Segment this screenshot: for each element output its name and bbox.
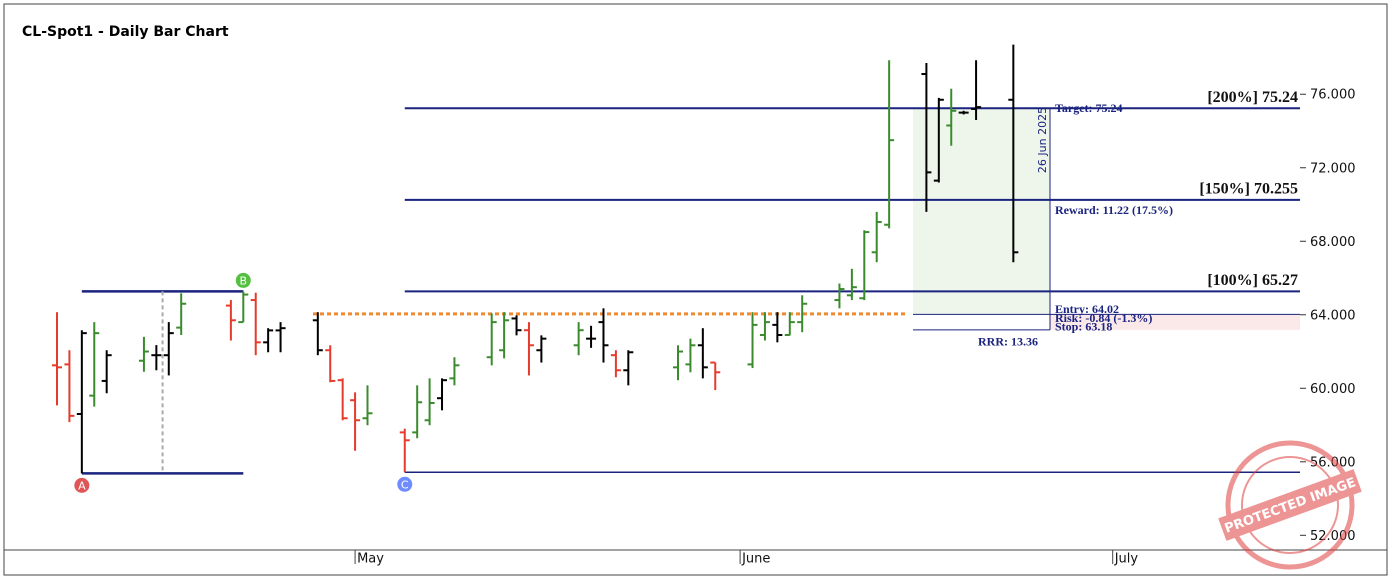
price-bar bbox=[598, 308, 609, 363]
price-bar bbox=[871, 211, 882, 263]
price-bar bbox=[971, 60, 982, 120]
price-bar bbox=[710, 361, 721, 391]
reward-zone bbox=[913, 108, 1050, 315]
price-bar bbox=[89, 322, 100, 407]
price-bar bbox=[946, 88, 957, 146]
price-bar bbox=[958, 110, 969, 115]
pivot-point bbox=[73, 476, 91, 494]
level-label: [150%] 70.255 bbox=[1199, 180, 1298, 197]
price-bar bbox=[623, 350, 634, 386]
y-tick-label: 76.000 bbox=[1310, 88, 1356, 103]
price-bar bbox=[263, 328, 274, 353]
entry-label: Entry: 64.02 bbox=[1055, 302, 1119, 316]
price-bar bbox=[225, 300, 236, 341]
price-bar bbox=[176, 293, 187, 335]
price-bar bbox=[747, 312, 758, 369]
reward-label: Reward: 11.22 (17.5%) bbox=[1055, 203, 1173, 217]
price-bar bbox=[399, 428, 410, 473]
rrr-label: RRR: 13.36 bbox=[978, 335, 1038, 349]
pivot-point bbox=[234, 271, 252, 289]
chart-title: CL-Spot1 - Daily Bar Chart bbox=[22, 24, 229, 40]
price-bar bbox=[437, 378, 448, 411]
risk-label: Risk: -0.84 (-1.3%) bbox=[1055, 311, 1152, 325]
pivot-label: B bbox=[240, 274, 248, 287]
price-bar bbox=[610, 350, 621, 378]
pivot-label: C bbox=[401, 478, 409, 491]
price-bar bbox=[685, 338, 696, 373]
price-bar bbox=[697, 328, 708, 379]
price-bar bbox=[325, 345, 336, 383]
price-bar bbox=[76, 330, 87, 474]
x-tick-label: June bbox=[741, 552, 770, 567]
price-bar bbox=[797, 295, 808, 333]
price-bar bbox=[511, 315, 522, 336]
price-bar bbox=[312, 312, 323, 356]
price-bar bbox=[486, 313, 497, 366]
price-bar bbox=[362, 385, 373, 426]
price-bar bbox=[784, 312, 795, 336]
stamp-band bbox=[1218, 469, 1362, 541]
price-bar bbox=[499, 312, 510, 359]
price-bar bbox=[921, 63, 932, 212]
price-bar bbox=[759, 312, 770, 341]
price-bar bbox=[846, 268, 857, 301]
date-label: 26 Jun 2025 bbox=[1036, 107, 1049, 173]
price-bar bbox=[250, 292, 261, 356]
price-bar bbox=[163, 322, 174, 376]
pivot-label: A bbox=[78, 479, 86, 492]
price-bar bbox=[573, 322, 584, 356]
price-bar bbox=[275, 322, 286, 353]
price-bar bbox=[673, 345, 683, 381]
price-bar bbox=[834, 283, 845, 309]
price-bar bbox=[859, 230, 870, 301]
level-label: [100%] 65.27 bbox=[1207, 272, 1298, 289]
stop-label: Stop: 63.18 bbox=[1055, 320, 1112, 334]
target-label: Target: 75.24 bbox=[1055, 101, 1123, 115]
x-tick-label: May bbox=[357, 552, 384, 567]
price-bar bbox=[138, 336, 149, 372]
price-bar bbox=[1008, 44, 1019, 263]
frame bbox=[3, 3, 1388, 576]
price-bar bbox=[64, 350, 75, 423]
price-bar bbox=[523, 322, 534, 376]
price-bar bbox=[412, 385, 423, 439]
price-bar bbox=[536, 335, 547, 363]
price-bar bbox=[424, 378, 435, 426]
price-bar bbox=[52, 312, 62, 406]
price-bar bbox=[449, 357, 460, 386]
price-bar bbox=[772, 312, 783, 343]
y-tick-label: 60.000 bbox=[1310, 382, 1356, 397]
price-bar bbox=[350, 392, 361, 451]
price-bar bbox=[586, 325, 597, 348]
pivot-point bbox=[396, 475, 414, 493]
price-bar bbox=[933, 97, 944, 183]
y-tick-label: 68.000 bbox=[1310, 235, 1356, 250]
price-bar bbox=[151, 345, 162, 371]
level-label: [200%] 75.24 bbox=[1207, 89, 1298, 106]
price-bar bbox=[101, 350, 112, 394]
y-tick-label: 72.000 bbox=[1310, 161, 1356, 176]
price-bar bbox=[238, 291, 249, 324]
x-tick-label: July bbox=[1114, 552, 1139, 567]
y-tick-label: 64.000 bbox=[1310, 308, 1356, 323]
price-bar bbox=[884, 60, 895, 229]
risk-zone bbox=[1050, 314, 1300, 330]
price-bar bbox=[337, 378, 348, 421]
